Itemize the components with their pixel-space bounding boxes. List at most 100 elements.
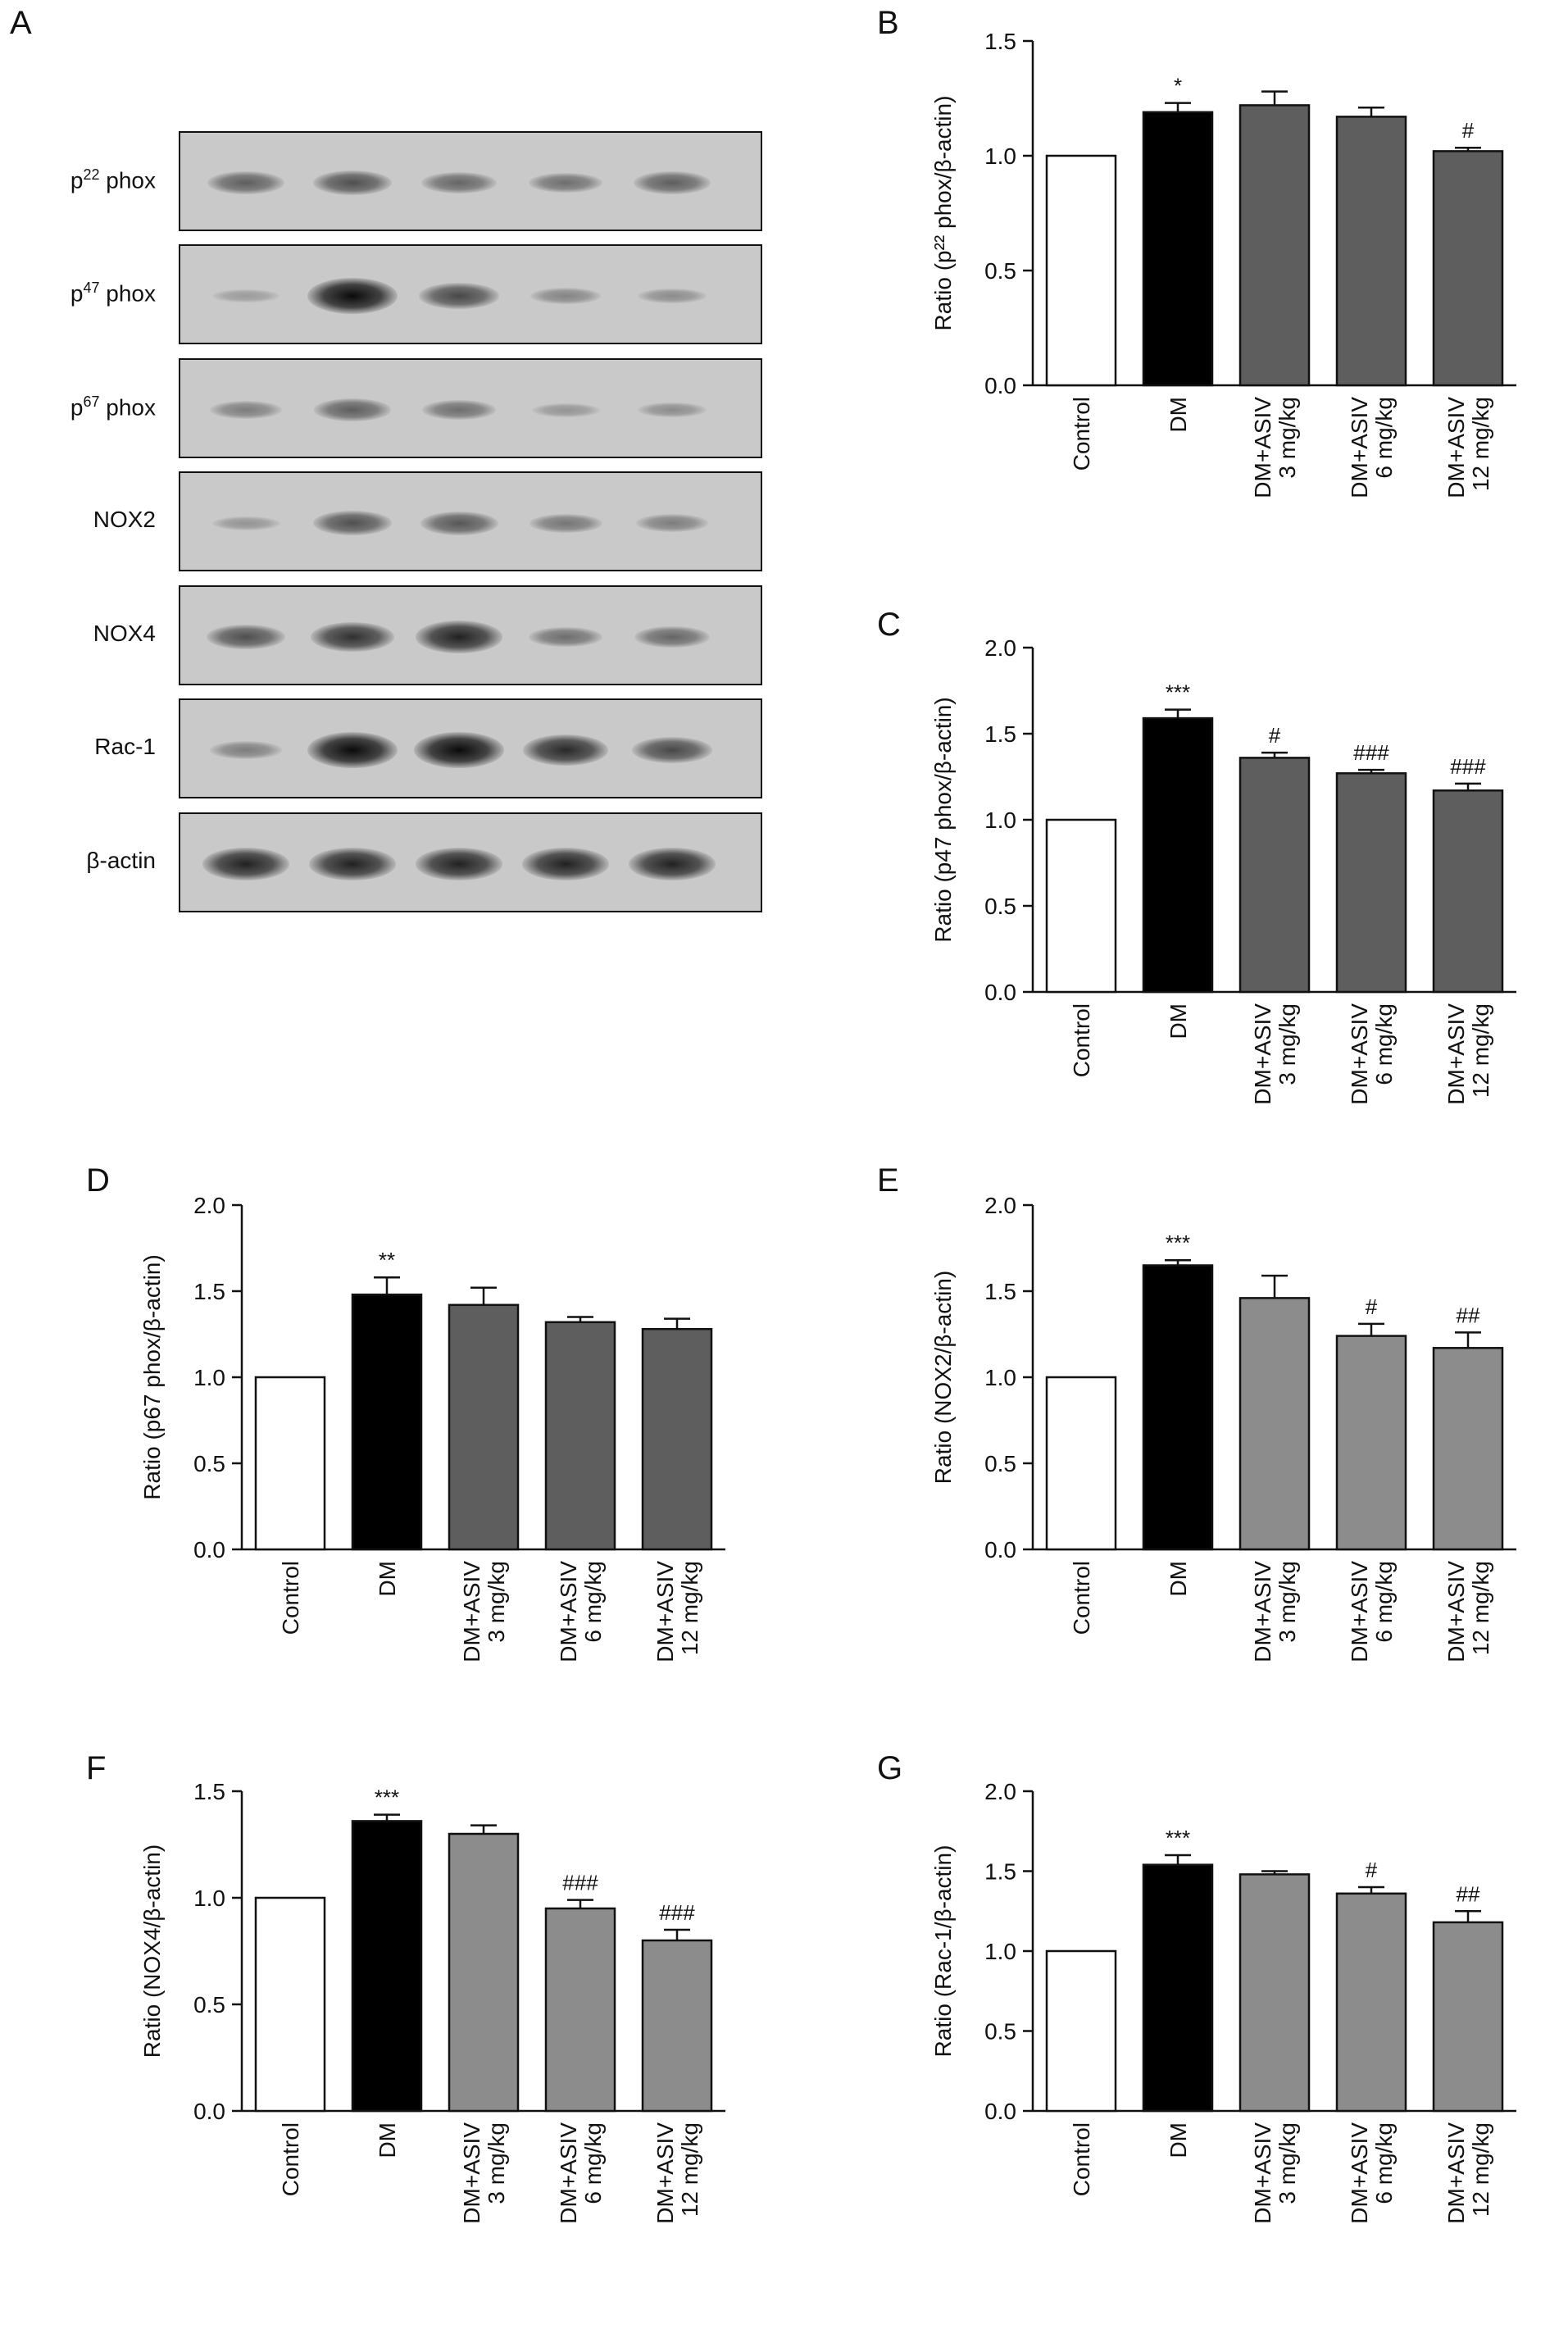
category-label-line: 12 mg/kg	[677, 2122, 702, 2217]
y-tick-label: 1.0	[193, 1885, 225, 1911]
category-label-line: 12 mg/kg	[677, 1561, 702, 1655]
bar	[254, 1896, 326, 2113]
bar	[1335, 1335, 1407, 1551]
blot-band	[416, 621, 502, 653]
category-label: DM+ASIV 12 mg/kg	[652, 2122, 702, 2224]
y-axis-label: Ratio (p67 phox/β-actin)	[139, 1254, 165, 1499]
blot-strip-6	[179, 812, 762, 912]
significance-mark: ***	[1166, 680, 1190, 705]
blot-band	[309, 848, 396, 880]
category-label: DM+ASIV 3 mg/kg	[1250, 397, 1300, 498]
category-label-line: 6 mg/kg	[1371, 1561, 1397, 1643]
chart-c-p47phox: 0.0 0.5 1.0 1.5 2.0 Ratio (p47 phox/β-actin) C…	[930, 635, 1516, 1105]
category-label-line: DM	[1166, 1003, 1191, 1039]
blot-strip-0	[179, 131, 762, 231]
category-label-line: DM	[1166, 2122, 1191, 2158]
category-label-line: Control	[1069, 1561, 1094, 1635]
category-label-line: 6 mg/kg	[1371, 397, 1397, 479]
blot-strip-3	[179, 471, 762, 571]
category-label-line: 3 mg/kg	[1275, 1561, 1300, 1643]
significance-mark: #	[1366, 1294, 1378, 1319]
y-tick-label: 0.0	[193, 2099, 225, 2124]
blot-band	[202, 848, 289, 880]
category-label-line: 6 mg/kg	[1371, 1003, 1397, 1085]
bar	[254, 1376, 326, 1551]
bar	[1238, 1297, 1311, 1551]
blot-band	[206, 624, 286, 650]
significance-mark: ***	[1166, 1826, 1190, 1850]
bar	[1432, 789, 1504, 994]
blot-band	[307, 732, 398, 768]
bar	[1045, 818, 1117, 994]
y-tick-label: 1.0	[193, 1365, 225, 1390]
category-label: DM+ASIV 12 mg/kg	[1443, 1561, 1493, 1663]
category-label: Control	[278, 2122, 303, 2196]
category-label-line: 12 mg/kg	[1468, 2122, 1493, 2217]
bar	[1432, 1347, 1504, 1551]
bar	[544, 1907, 616, 2113]
y-tick-label: 0.5	[984, 258, 1016, 284]
blot-band	[530, 288, 601, 304]
y-tick-label: 2.0	[984, 635, 1016, 661]
category-label: DM+ASIV 3 mg/kg	[459, 1561, 509, 1663]
category-label-line: DM+ASIV	[652, 1561, 678, 1663]
bar	[1432, 1921, 1504, 2113]
category-label: DM	[1166, 1003, 1191, 1039]
y-tick-label: 0.5	[984, 2019, 1016, 2045]
blot-band	[419, 283, 499, 309]
category-label-line: DM+ASIV	[1347, 1003, 1372, 1105]
category-label: Control	[1069, 397, 1094, 471]
blot-band	[314, 398, 391, 421]
category-label-line: Control	[278, 1561, 303, 1635]
blot-strip-2	[179, 358, 762, 458]
chart-f-nox4: 0.0 0.5 1.0 1.5 Ratio (NOX4/β-actin) Control *…	[139, 1779, 725, 2224]
bar	[1238, 1873, 1311, 2113]
blot-band	[629, 848, 716, 880]
category-label: DM+ASIV 3 mg/kg	[1250, 2122, 1300, 2224]
significance-mark: ***	[1166, 1230, 1190, 1255]
category-label: DM+ASIV 6 mg/kg	[1347, 397, 1397, 498]
category-label-line: DM	[1166, 1561, 1191, 1597]
blot-band	[421, 172, 497, 193]
y-tick-label: 1.5	[193, 1279, 225, 1304]
panel-letter-e: E	[877, 1162, 899, 1199]
category-label: DM+ASIV 12 mg/kg	[1443, 2122, 1493, 2224]
bar	[351, 1820, 423, 2113]
blot-band	[528, 172, 603, 193]
significance-mark: #	[1462, 118, 1475, 143]
blot-band	[211, 516, 280, 530]
category-label-line: DM+ASIV	[1443, 1003, 1469, 1105]
category-label-line: DM+ASIV	[1250, 1561, 1275, 1663]
significance-mark: *	[1174, 74, 1182, 98]
y-tick-label: 2.0	[984, 1779, 1016, 1804]
bar	[1142, 111, 1214, 387]
significance-mark: ###	[1450, 754, 1486, 779]
blot-band	[307, 278, 398, 314]
significance-mark: ###	[659, 1900, 695, 1925]
blot-band	[210, 741, 282, 759]
category-label-line: 6 mg/kg	[580, 2122, 606, 2204]
y-tick-label: 0.0	[984, 2099, 1016, 2124]
y-axis-label: Ratio (p²² phox/β-actin)	[930, 96, 956, 331]
blot-band	[528, 626, 603, 648]
chart-b-p22phox: 0.0 0.5 1.0 1.5 Ratio (p²² phox/β-actin) Cont…	[930, 29, 1516, 498]
blot-band	[420, 511, 498, 535]
category-label: DM+ASIV 6 mg/kg	[1347, 2122, 1397, 2224]
bar	[1142, 1863, 1214, 2113]
category-label-line: DM	[375, 2122, 400, 2158]
blot-band	[421, 399, 497, 421]
blot-label-2: p67 phox	[70, 393, 156, 421]
panel-letter-g: G	[877, 1750, 903, 1786]
y-tick-label: 1.5	[984, 1279, 1016, 1304]
blot-label-0: p22 phox	[70, 166, 156, 193]
blot-band	[634, 626, 710, 648]
y-tick-label: 1.0	[984, 1365, 1016, 1390]
category-label-line: 3 mg/kg	[1275, 1003, 1300, 1085]
bar	[1142, 716, 1214, 994]
significance-mark: #	[1269, 723, 1281, 748]
y-tick-label: 0.5	[984, 1451, 1016, 1476]
panel-letter-d: D	[86, 1162, 110, 1199]
category-label: Control	[278, 1561, 303, 1635]
significance-mark: ##	[1457, 1881, 1480, 1906]
blot-strip-5	[179, 698, 762, 798]
